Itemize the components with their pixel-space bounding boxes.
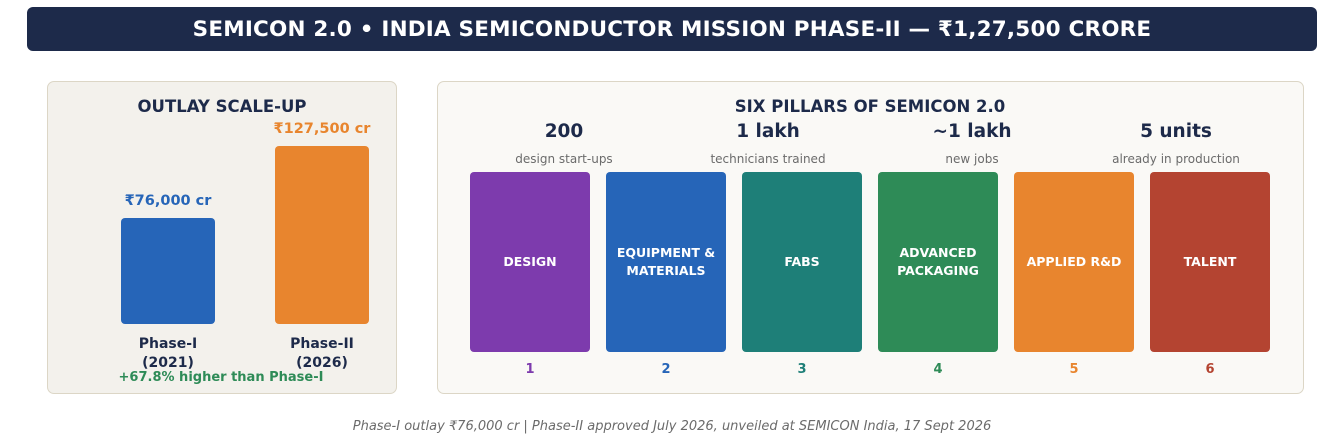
pillars-panel-title: SIX PILLARS OF SEMICON 2.0 [734,97,1006,116]
pillar-label: DESIGN [503,254,557,269]
banner-title: SEMICON 2.0 • INDIA SEMICONDUCTOR MISSIO… [192,16,1152,42]
pillar-number: 5 [1069,362,1079,377]
pillar-label: ADVANCED PACKAGING [897,245,979,278]
outlay-bar [121,217,215,324]
pillar-label: TALENT [1183,254,1237,269]
pillar-number: 1 [525,362,535,377]
outlay-panel-title: OUTLAY SCALE-UP [137,97,307,116]
pillar-card: ADVANCED PACKAGING [878,172,998,352]
growth-note: +67.8% higher than Phase-I [118,370,324,385]
outlay-bar-label: Phase-I (2021) [98,335,238,373]
stat-description: already in production [1112,152,1240,166]
pillar-card: APPLIED R&D [1014,172,1134,352]
outlay-bar-value: ₹76,000 cr [124,192,212,209]
pillar-label: EQUIPMENT & MATERIALS [616,245,716,278]
pillar-card: FABS [742,172,862,352]
pillar-label: FABS [784,254,820,269]
pillar-card: DESIGN [470,172,590,352]
pillar-number: 4 [933,362,943,377]
pillar-card: TALENT [1150,172,1270,352]
pillar-number: 2 [661,362,671,377]
pillar-number: 3 [797,362,807,377]
stat-value: 200 [544,121,584,142]
stat-description: design start-ups [515,152,613,166]
footnote: Phase-I outlay ₹76,000 cr | Phase-II app… [352,419,992,434]
header-banner: SEMICON 2.0 • INDIA SEMICONDUCTOR MISSIO… [27,7,1317,51]
outlay-bar-label-line1: Phase-I [138,336,198,352]
stat-description: technicians trained [710,152,826,166]
outlay-bar [275,146,369,324]
outlay-bar-label-line2: (2021) [142,355,194,371]
stat-value: 1 lakh [736,121,800,142]
pillar-number: 6 [1205,362,1215,377]
outlay-bar-value: ₹127,500 cr [273,121,371,137]
outlay-bar-label: Phase-II (2026) [252,335,392,373]
pillar-label: APPLIED R&D [1026,254,1122,269]
stat-description: new jobs [945,152,999,166]
pillar-card: EQUIPMENT & MATERIALS [606,172,726,352]
outlay-bar-label-line1: Phase-II [290,336,354,352]
stat-value: 5 units [1140,121,1212,142]
stat-value: ~1 lakh [932,121,1012,142]
outlay-bar-label-line2: (2026) [296,355,348,371]
